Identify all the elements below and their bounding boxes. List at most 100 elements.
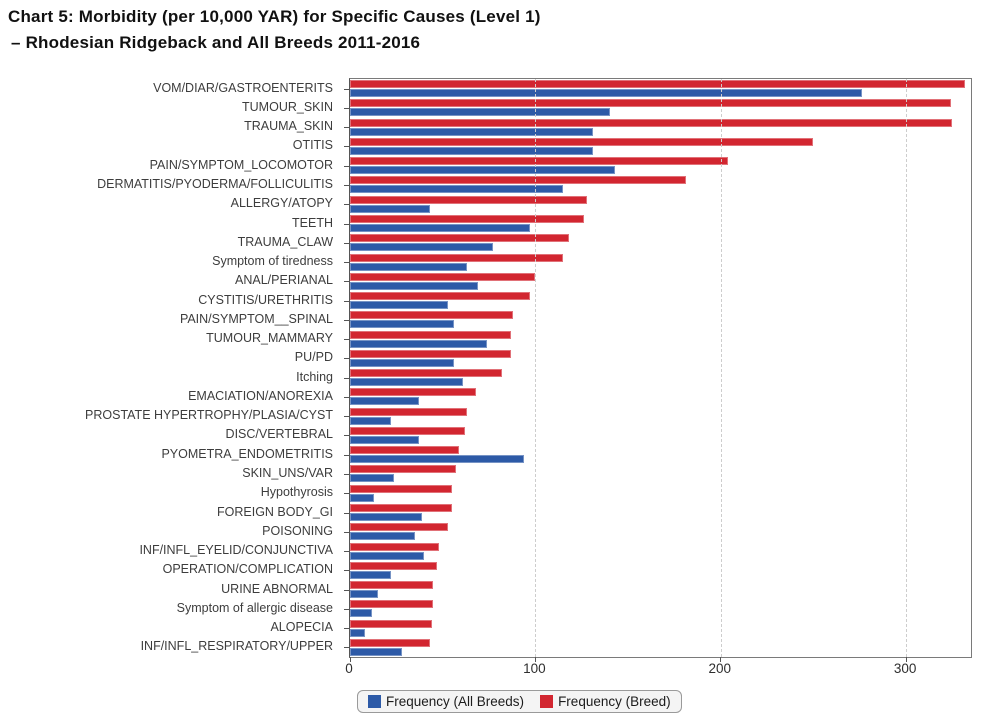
y-axis-tick: [344, 377, 349, 379]
chart-title-line1: Chart 5: Morbidity (per 10,000 YAR) for …: [8, 7, 541, 26]
category-label: FOREIGN BODY_GI: [217, 504, 333, 519]
all-breeds-bar: [350, 609, 373, 618]
category-label: INF/INFL_EYELID/CONJUNCTIVA: [139, 543, 333, 558]
all-breeds-bar: [350, 590, 378, 599]
y-axis-tick: [344, 608, 349, 610]
category-label: PAIN/SYMPTOM_LOCOMOTOR: [149, 157, 333, 172]
x-axis-tick-300: [905, 657, 907, 662]
category-label: OTITIS: [292, 138, 333, 153]
y-axis-tick: [344, 242, 349, 244]
all-breeds-bar: [350, 493, 375, 502]
all-breeds-bar: [350, 127, 593, 136]
bar-row: [350, 464, 971, 483]
bar-row: [350, 638, 971, 657]
breed-bar: [350, 330, 512, 339]
breed-bar: [350, 638, 430, 647]
all-breeds-bar: [350, 281, 478, 290]
breed-bar: [350, 253, 564, 262]
y-axis-tick: [344, 319, 349, 321]
breed-bar: [350, 465, 456, 474]
category-label: INF/INFL_RESPIRATORY/UPPER: [140, 639, 333, 654]
gridline-x-100: [535, 79, 537, 657]
breed-bar: [350, 349, 512, 358]
breed-bar: [350, 234, 569, 243]
category-label: DISC/VERTEBRAL: [225, 427, 333, 442]
breed-bar: [350, 80, 966, 89]
y-axis-tick: [344, 262, 349, 264]
gridline-x-200: [720, 79, 722, 657]
category-label: PYOMETRA_ENDOMETRITIS: [161, 446, 333, 461]
chart-title: Chart 5: Morbidity (per 10,000 YAR) for …: [8, 4, 541, 56]
breed-bar: [350, 176, 686, 185]
category-label: ALOPECIA: [270, 620, 333, 635]
all-breeds-bar: [350, 223, 530, 232]
all-breeds-bar: [350, 204, 430, 213]
y-axis-tick: [344, 647, 349, 649]
all-breeds-bar: [350, 108, 610, 117]
category-label: Symptom of tiredness: [212, 254, 333, 269]
breed-bar: [350, 407, 467, 416]
category-label: PROSTATE HYPERTROPHY/PLASIA/CYST: [85, 408, 333, 423]
y-axis-tick: [344, 416, 349, 418]
bar-row: [350, 580, 971, 599]
bar-row: [350, 98, 971, 117]
bar-row: [350, 407, 971, 426]
bar-row: [350, 484, 971, 503]
breed-bar: [350, 503, 452, 512]
x-axis-tick-0: [349, 657, 351, 662]
x-axis-tick-label-100: 100: [523, 661, 546, 676]
category-label: ANAL/PERIANAL: [235, 273, 333, 288]
y-axis-tick: [344, 146, 349, 148]
y-axis-tick: [344, 204, 349, 206]
breed-bar: [350, 369, 502, 378]
all-breeds-bar: [350, 243, 493, 252]
y-axis-tick: [344, 435, 349, 437]
all-breeds-bar: [350, 89, 862, 98]
all-breeds-swatch-icon: [368, 695, 381, 708]
y-axis-tick: [344, 512, 349, 514]
bar-row: [350, 503, 971, 522]
category-label: CYSTITIS/URETHRITIS: [198, 292, 333, 307]
bar-row: [350, 445, 971, 464]
all-breeds-bar: [350, 551, 425, 560]
all-breeds-bar: [350, 628, 365, 637]
category-label: TRAUMA_CLAW: [237, 234, 333, 249]
bars-layer: [350, 79, 971, 657]
all-breeds-bar: [350, 301, 449, 310]
legend-item-breed: Frequency (Breed): [540, 694, 671, 709]
category-label: TRAUMA_SKIN: [244, 119, 333, 134]
y-axis-tick: [344, 165, 349, 167]
breed-bar: [350, 292, 530, 301]
bar-row: [350, 426, 971, 445]
chart-title-line2: – Rhodesian Ridgeback and All Breeds 201…: [11, 33, 421, 52]
category-label: TEETH: [292, 215, 333, 230]
x-axis-tick-label-0: 0: [345, 661, 353, 676]
bar-row: [350, 175, 971, 194]
bar-row: [350, 291, 971, 310]
y-axis-tick: [344, 628, 349, 630]
all-breeds-bar: [350, 146, 593, 155]
all-breeds-bar: [350, 378, 464, 387]
all-breeds-bar: [350, 358, 454, 367]
category-label: Hypothyrosis: [260, 485, 333, 500]
all-breeds-bar: [350, 320, 454, 329]
bar-row: [350, 368, 971, 387]
bar-row: [350, 272, 971, 291]
legend-label-all-breeds: Frequency (All Breeds): [386, 694, 525, 709]
all-breeds-bar: [350, 455, 525, 464]
all-breeds-bar: [350, 262, 467, 271]
y-axis-tick: [344, 339, 349, 341]
breed-bar: [350, 99, 951, 108]
bar-row: [350, 599, 971, 618]
category-label: VOM/DIAR/GASTROENTERITS: [153, 80, 333, 95]
all-breeds-bar: [350, 166, 616, 175]
breed-bar: [350, 157, 729, 166]
breed-bar: [350, 214, 584, 223]
y-axis-tick: [344, 358, 349, 360]
category-label: TUMOUR_SKIN: [242, 99, 333, 114]
category-label: URINE ABNORMAL: [221, 581, 333, 596]
bar-row: [350, 349, 971, 368]
legend-label-breed: Frequency (Breed): [558, 694, 671, 709]
y-axis-tick: [344, 107, 349, 109]
